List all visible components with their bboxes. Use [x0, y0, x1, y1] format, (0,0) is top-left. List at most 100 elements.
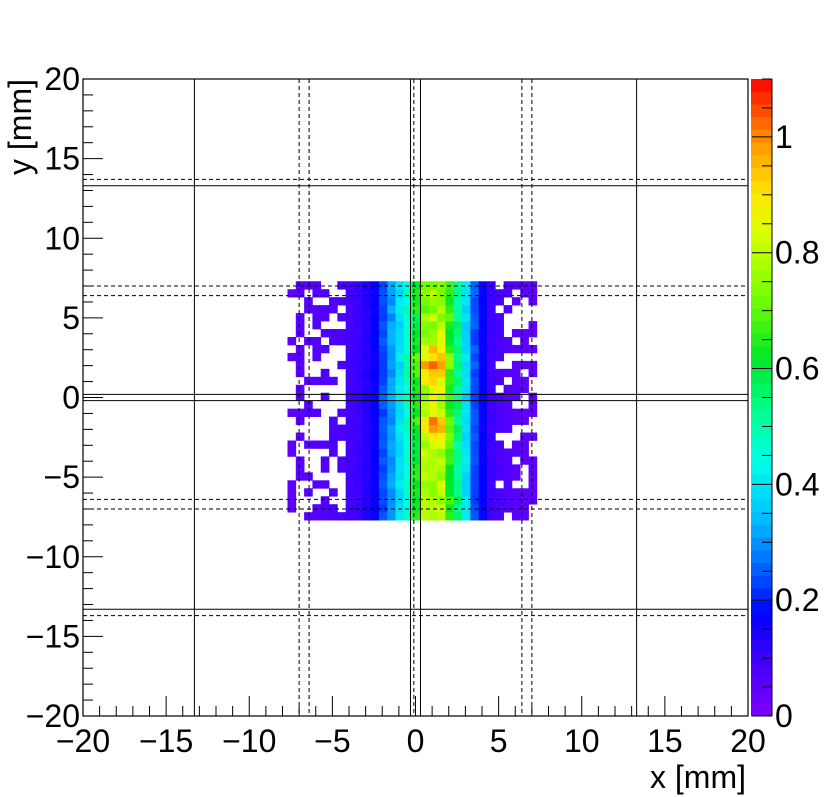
heatmap-bin — [528, 297, 538, 306]
heatmap-bin — [362, 448, 371, 457]
heatmap-bin — [453, 305, 463, 314]
heatmap-bin — [437, 456, 446, 465]
x-tick-label: 10 — [564, 723, 600, 759]
heatmap-bin — [445, 305, 455, 314]
heatmap-bin — [378, 416, 388, 425]
heatmap-bin — [353, 336, 363, 346]
heatmap-bin — [353, 408, 363, 417]
heatmap-bin — [420, 329, 430, 338]
heatmap-bin — [395, 416, 405, 425]
heatmap-bin — [345, 512, 355, 521]
heatmap-bin — [370, 496, 380, 505]
heatmap-bin — [445, 329, 455, 338]
color-scale-step — [751, 410, 772, 424]
heatmap-bin — [362, 416, 371, 425]
heatmap-bin — [387, 456, 396, 465]
heatmap-bin — [520, 448, 529, 457]
heatmap-bin — [362, 400, 371, 409]
heatmap-bin — [362, 456, 371, 465]
heatmap-bin — [486, 496, 496, 505]
heatmap-bin — [478, 376, 488, 386]
heatmap-bin — [470, 384, 480, 394]
heatmap-bin — [453, 281, 463, 290]
heatmap-bin — [478, 360, 488, 370]
heatmap-bin — [478, 480, 488, 489]
heatmap-bin — [470, 281, 480, 290]
heatmap-bin — [403, 360, 413, 370]
heatmap-bin — [478, 424, 488, 433]
color-scale-step — [751, 384, 772, 398]
heatmap-bin — [503, 480, 513, 489]
heatmap-bin — [304, 376, 313, 386]
heatmap-bin — [353, 289, 363, 298]
heatmap-bin — [387, 329, 396, 338]
heatmap-bin — [362, 376, 371, 386]
y-tick-label: 0 — [62, 380, 80, 416]
y-tick-label: −5 — [44, 459, 80, 495]
heatmap-bin — [486, 488, 496, 497]
heatmap-bin — [420, 297, 430, 306]
heatmap-bin — [486, 408, 496, 417]
heatmap-bin — [345, 400, 355, 409]
heatmap-bin — [295, 456, 305, 465]
heatmap-bin — [345, 504, 355, 513]
heatmap-bin — [503, 384, 513, 394]
color-scale-step — [751, 639, 772, 653]
heatmap-bin — [453, 297, 463, 306]
heatmap-bin — [378, 392, 388, 402]
heatmap-bin — [445, 448, 455, 457]
heatmap-bin — [486, 360, 496, 370]
heatmap-bin — [320, 440, 330, 449]
heatmap-bin — [462, 504, 471, 513]
heatmap-bin — [437, 321, 446, 330]
heatmap-bin — [295, 408, 305, 417]
heatmap-bin — [353, 400, 363, 409]
heatmap-bin — [511, 472, 521, 481]
color-scale-step — [751, 626, 772, 640]
heatmap-bin — [470, 344, 480, 354]
heatmap-bin — [320, 368, 330, 378]
heatmap-bin — [370, 488, 380, 497]
color-scale-label: 0.6 — [775, 351, 819, 387]
heatmap-bin — [362, 289, 371, 298]
heatmap-bin — [503, 336, 513, 346]
heatmap-bin — [320, 376, 330, 386]
heatmap-bin — [445, 289, 455, 298]
heatmap-bin — [428, 488, 438, 497]
heatmap-bin — [503, 496, 513, 505]
heatmap-bin — [295, 464, 305, 473]
heatmap-bin — [353, 480, 363, 489]
heatmap-bin — [511, 376, 521, 386]
heatmap-bin — [503, 400, 513, 409]
axis-ticks — [82, 78, 749, 717]
heatmap-bin — [453, 384, 463, 394]
heatmap-bin — [353, 281, 363, 290]
heatmap-bin — [445, 360, 455, 370]
heatmap-bin — [486, 336, 496, 346]
heatmap-bin — [378, 344, 388, 354]
heatmap-bin — [353, 321, 363, 330]
color-scale-step — [751, 244, 772, 258]
heatmap-bin — [378, 289, 388, 298]
heatmap-bin — [378, 297, 388, 306]
heatmap-bin — [445, 496, 455, 505]
heatmap-bin — [287, 289, 297, 298]
color-scale-label: 0.8 — [775, 235, 819, 271]
heatmap-bin — [478, 305, 488, 314]
x-tick-label: 0 — [407, 723, 425, 759]
heatmap-bin — [470, 448, 480, 457]
heatmap-bin — [395, 432, 405, 441]
heatmap-bin — [520, 344, 529, 354]
heatmap-bin — [370, 448, 380, 457]
heatmap-bin — [470, 416, 480, 425]
heatmap-bin — [370, 344, 380, 354]
heatmap-bin — [403, 440, 413, 449]
heatmap-bin — [486, 456, 496, 465]
heatmap-bin — [528, 456, 538, 465]
heatmap-bin — [337, 408, 347, 417]
heatmap-bin — [295, 329, 305, 338]
color-scale-step — [751, 397, 772, 411]
heatmap-bin — [412, 456, 421, 465]
heatmap-bin — [353, 305, 363, 314]
heatmap-bin — [320, 512, 330, 521]
